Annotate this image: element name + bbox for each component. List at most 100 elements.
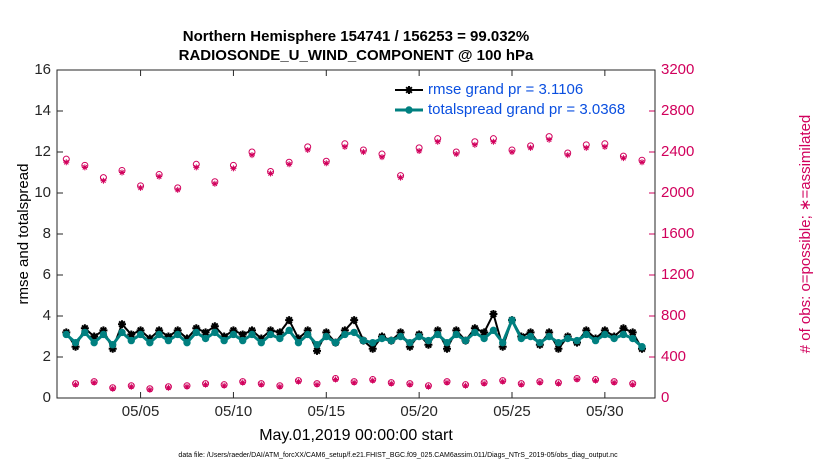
point [582,330,590,339]
point [415,332,423,341]
point [601,330,609,339]
point [554,344,563,353]
point [628,328,637,337]
point [527,144,534,151]
point [583,144,590,151]
point [118,320,126,329]
point [564,334,572,343]
y-tick-label: 2 [43,348,51,365]
point [452,326,461,335]
y-tick-label: 0 [43,389,51,406]
point [610,334,618,343]
point [499,338,507,347]
point [554,338,563,347]
legend-box [393,78,649,124]
point [536,338,544,347]
point [230,165,237,172]
point [276,383,283,390]
point [499,378,506,385]
point [193,164,200,171]
point [350,328,358,337]
point [424,336,433,345]
y2-tick-label: 2800 [661,102,694,119]
point [99,326,108,335]
point [481,380,488,387]
y2-tick-label: 2000 [661,184,694,201]
point [258,381,265,388]
point [210,322,219,331]
point [360,149,367,155]
point [90,338,98,347]
point [202,381,209,388]
point [62,330,70,339]
y-tick-label: 16 [34,61,51,78]
y-tick-label: 14 [34,102,51,119]
point [368,344,377,353]
point [146,386,153,393]
point [201,328,210,337]
point [480,334,488,343]
point [546,136,553,143]
point [526,328,535,337]
point [248,330,256,339]
point [80,324,89,333]
point [424,340,433,349]
point [155,330,163,339]
point [351,379,358,386]
point [127,330,136,339]
point [359,336,368,345]
point [619,324,628,333]
point [332,376,339,383]
x-tick-label: 05/10 [215,403,253,420]
point [313,341,321,349]
point [498,342,507,351]
x-tick-label: 05/25 [493,403,531,420]
point [164,336,173,345]
point [266,330,275,339]
point [71,342,80,351]
point [406,338,414,347]
point [100,177,107,184]
point [238,330,247,339]
point [81,328,89,337]
point [378,334,386,343]
point [629,381,636,388]
point [620,155,627,162]
point [304,330,312,339]
point [286,161,293,168]
point [183,338,191,347]
point [174,186,181,193]
point [574,376,580,383]
point [573,336,581,345]
point [71,338,80,347]
point [313,346,321,355]
point [220,336,228,345]
point [462,382,469,389]
point [582,326,591,335]
point [314,381,320,388]
point [619,330,628,339]
point [285,316,294,325]
point [433,326,442,335]
y2-tick-label: 3200 [661,61,694,78]
point [564,152,571,159]
point [489,309,498,318]
point [184,383,190,390]
footnote: data file: /Users/raeder/DAI/ATM_forcXX/… [178,452,618,459]
legend: rmse grand pr = 3.1106 totalspread grand … [393,78,649,124]
y2-tick-label: 400 [661,348,686,365]
point [229,330,238,339]
axes-frame [56,69,656,399]
point [248,326,256,335]
point [294,334,303,343]
point [275,328,284,337]
point [379,154,385,161]
point [509,149,515,155]
point [489,326,498,335]
point [340,326,349,335]
point [629,334,637,343]
y-tick-label: 6 [43,266,51,283]
x-tick-label: 05/15 [308,403,346,420]
point [545,332,553,341]
point [471,141,478,148]
